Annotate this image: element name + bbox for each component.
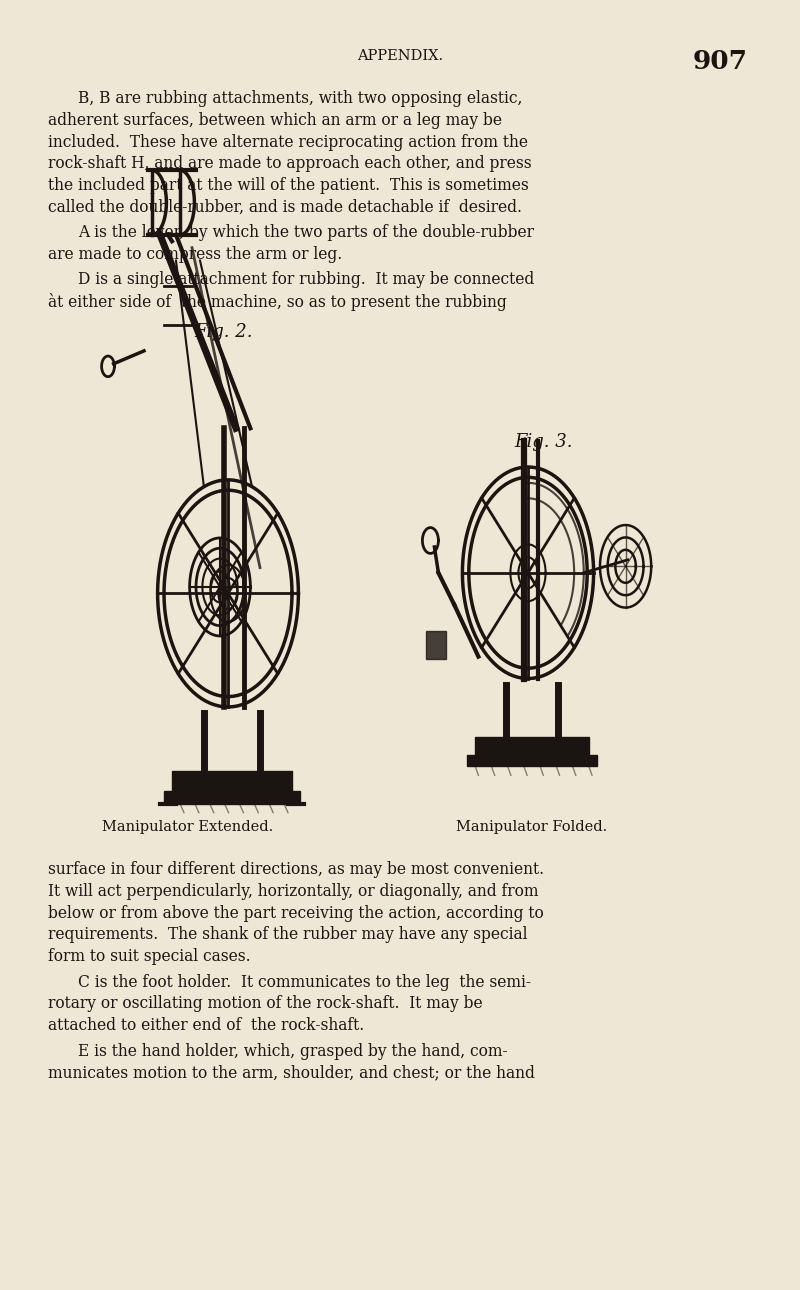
Text: are made to compress the arm or leg.: are made to compress the arm or leg. [48, 246, 342, 263]
Text: A is the lever, by which the two parts of the double-rubber: A is the lever, by which the two parts o… [78, 224, 534, 241]
Polygon shape [475, 737, 589, 755]
Polygon shape [426, 631, 446, 659]
Text: the included part at the will of the patient.  This is sometimes: the included part at the will of the pat… [48, 177, 529, 194]
Text: rotary or oscillating motion of the rock-shaft.  It may be: rotary or oscillating motion of the rock… [48, 996, 482, 1013]
Text: Fig. 2.: Fig. 2. [194, 324, 254, 342]
Text: It will act perpendicularly, horizontally, or diagonally, and from: It will act perpendicularly, horizontall… [48, 884, 538, 900]
Polygon shape [164, 791, 300, 804]
Text: attached to either end of  the rock-shaft.: attached to either end of the rock-shaft… [48, 1017, 364, 1035]
Text: rock-shaft H, and are made to approach each other, and press: rock-shaft H, and are made to approach e… [48, 155, 532, 173]
Polygon shape [172, 771, 292, 791]
Text: Manipulator Folded.: Manipulator Folded. [456, 820, 608, 835]
Text: àt either side of  the machine, so as to present the rubbing: àt either side of the machine, so as to … [48, 293, 506, 311]
Text: included.  These have alternate reciprocating action from the: included. These have alternate reciproca… [48, 134, 528, 151]
Text: 907: 907 [693, 49, 748, 74]
Text: C is the foot holder.  It communicates to the leg  the semi-: C is the foot holder. It communicates to… [78, 974, 531, 991]
Text: Fig. 3.: Fig. 3. [514, 433, 574, 452]
Text: D is a single attachment for rubbing.  It may be connected: D is a single attachment for rubbing. It… [78, 271, 534, 289]
Text: called the double-rubber, and is made detachable if  desired.: called the double-rubber, and is made de… [48, 199, 522, 215]
Text: municates motion to the arm, shoulder, and chest; or the hand: municates motion to the arm, shoulder, a… [48, 1064, 535, 1081]
Text: requirements.  The shank of the rubber may have any special: requirements. The shank of the rubber ma… [48, 926, 527, 943]
Text: below or from above the part receiving the action, according to: below or from above the part receiving t… [48, 904, 544, 922]
Text: form to suit special cases.: form to suit special cases. [48, 948, 250, 965]
Text: adherent surfaces, between which an arm or a leg may be: adherent surfaces, between which an arm … [48, 112, 502, 129]
Text: Manipulator Extended.: Manipulator Extended. [102, 820, 274, 835]
Text: surface in four different directions, as may be most convenient.: surface in four different directions, as… [48, 862, 544, 878]
Text: E is the hand holder, which, grasped by the hand, com-: E is the hand holder, which, grasped by … [78, 1042, 508, 1059]
Text: APPENDIX.: APPENDIX. [357, 49, 443, 63]
Polygon shape [467, 755, 597, 766]
Text: B, B are rubbing attachments, with two opposing elastic,: B, B are rubbing attachments, with two o… [78, 90, 522, 107]
